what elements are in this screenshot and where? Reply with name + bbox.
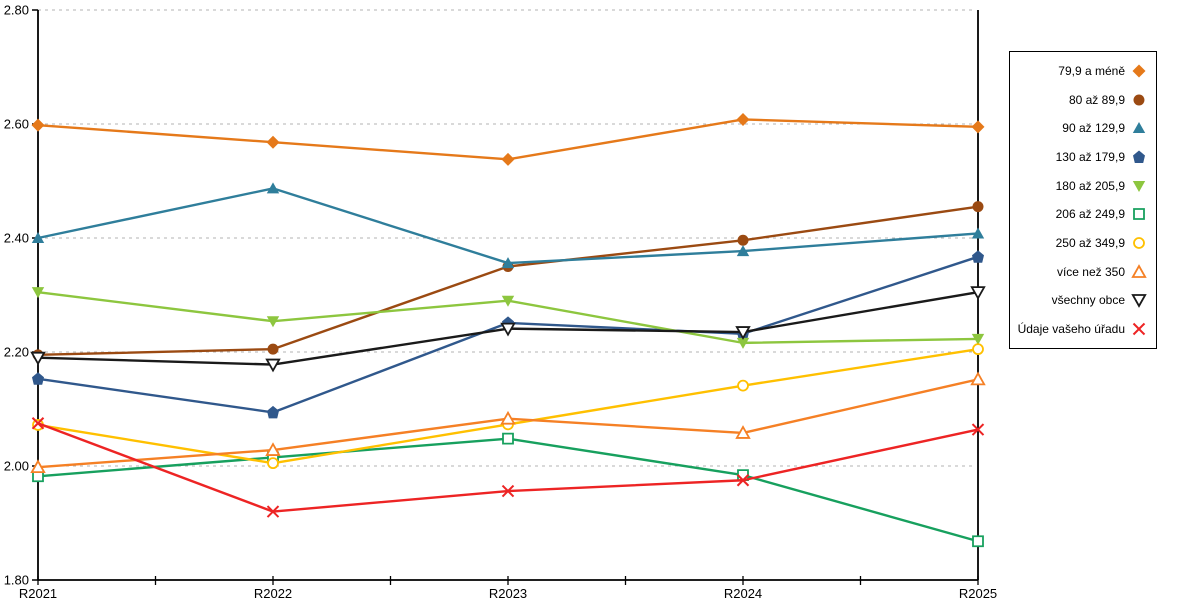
triangle-up-marker-icon bbox=[1132, 122, 1146, 134]
y-tick-label: 2.40 bbox=[4, 231, 29, 246]
data-point-marker bbox=[736, 337, 750, 349]
circle-marker-icon bbox=[1133, 94, 1145, 106]
triangle-down-marker-icon bbox=[1132, 180, 1146, 192]
legend-label: 90 až 129,9 bbox=[1062, 121, 1125, 136]
data-point-marker bbox=[267, 457, 279, 470]
data-point-marker bbox=[736, 245, 750, 257]
x-marker-icon bbox=[1132, 322, 1146, 336]
data-point-marker bbox=[500, 322, 516, 337]
data-point-marker bbox=[266, 182, 280, 194]
glyph bbox=[1133, 208, 1145, 221]
legend-item: Údaje vašeho úřadu bbox=[1016, 321, 1147, 337]
square-marker-icon bbox=[1133, 208, 1145, 221]
diamond-marker-icon bbox=[1132, 64, 1146, 78]
data-point-marker bbox=[972, 201, 984, 213]
legend-item: 80 až 89,9 bbox=[1016, 92, 1147, 108]
data-point-marker bbox=[972, 343, 984, 356]
data-point-marker bbox=[30, 351, 46, 366]
data-point-marker bbox=[737, 234, 749, 246]
data-point-marker bbox=[972, 250, 984, 263]
data-point-marker bbox=[267, 405, 279, 419]
data-point-marker bbox=[736, 474, 750, 487]
legend-label: 250 až 349,9 bbox=[1055, 235, 1125, 250]
legend-label: více než 350 bbox=[1056, 264, 1125, 279]
data-point-marker bbox=[971, 120, 985, 134]
triangle-down-marker-icon bbox=[1131, 294, 1147, 309]
legend-label: 130 až 179,9 bbox=[1055, 149, 1125, 164]
legend-item: 130 až 179,9 bbox=[1016, 149, 1147, 165]
data-point-marker bbox=[735, 326, 751, 340]
data-point-marker bbox=[502, 432, 514, 445]
data-point-marker bbox=[265, 358, 281, 373]
data-point-marker bbox=[31, 417, 45, 430]
glyph bbox=[1131, 294, 1147, 309]
circle-marker-icon bbox=[1133, 237, 1145, 249]
data-point-marker bbox=[501, 257, 515, 269]
data-point-marker bbox=[971, 423, 985, 436]
y-tick-label: 2.20 bbox=[4, 345, 29, 360]
y-tick-label: 2.80 bbox=[4, 3, 29, 18]
glyph bbox=[1132, 64, 1146, 78]
x-tick-label: R2022 bbox=[254, 586, 292, 600]
legend-label: všechny obce bbox=[1051, 293, 1125, 308]
legend-item: 250 až 349,9 bbox=[1016, 235, 1147, 251]
series-line bbox=[36, 347, 980, 465]
legend-item: více než 350 bbox=[1016, 263, 1147, 280]
data-point-marker bbox=[31, 232, 45, 243]
glyph bbox=[1132, 180, 1146, 192]
data-point-marker bbox=[31, 287, 45, 299]
x-tick-label: R2021 bbox=[19, 586, 57, 600]
triangle-up-marker-icon bbox=[1131, 263, 1147, 278]
x-tick-label: R2024 bbox=[724, 586, 762, 600]
legend-label: 206 až 249,9 bbox=[1055, 207, 1125, 222]
glyph bbox=[1133, 237, 1145, 249]
data-point-marker bbox=[971, 227, 985, 239]
data-point-marker bbox=[970, 371, 986, 386]
glyph bbox=[1131, 263, 1147, 278]
x-tick-label: R2023 bbox=[489, 586, 527, 600]
glyph bbox=[1132, 122, 1146, 134]
data-point-marker bbox=[266, 135, 280, 149]
legend: 79,9 a méně 80 až 89,9 90 až 129,9 130 až 1… bbox=[1009, 51, 1157, 349]
legend-item: všechny obce bbox=[1016, 292, 1147, 309]
legend-item: 79,9 a méně bbox=[1016, 63, 1147, 79]
data-point-marker bbox=[736, 112, 750, 126]
glyph bbox=[1133, 150, 1145, 163]
data-point-marker bbox=[266, 505, 280, 518]
data-point-marker bbox=[265, 442, 281, 456]
data-point-marker bbox=[971, 333, 985, 345]
y-tick-label: 1.80 bbox=[4, 573, 29, 588]
legend-label: Údaje vašeho úřadu bbox=[1017, 321, 1125, 336]
data-point-marker bbox=[735, 425, 751, 439]
data-point-marker bbox=[972, 535, 984, 548]
data-point-marker bbox=[266, 316, 280, 328]
legend-item: 206 až 249,9 bbox=[1016, 206, 1147, 222]
data-point-marker bbox=[737, 379, 749, 392]
y-tick-label: 2.60 bbox=[4, 117, 29, 132]
x-tick-label: R2025 bbox=[959, 586, 997, 600]
data-point-marker bbox=[30, 459, 46, 474]
legend-label: 79,9 a méně bbox=[1058, 64, 1125, 78]
data-point-marker bbox=[501, 152, 515, 166]
legend-item: 180 až 205,9 bbox=[1016, 178, 1147, 194]
legend-label: 180 až 205,9 bbox=[1055, 178, 1125, 193]
data-point-marker bbox=[31, 118, 45, 132]
glyph bbox=[1132, 322, 1146, 336]
data-point-marker bbox=[500, 410, 516, 425]
glyph bbox=[1133, 94, 1145, 106]
data-point-marker bbox=[501, 484, 515, 498]
data-point-marker bbox=[267, 343, 279, 355]
legend-label: 80 až 89,9 bbox=[1068, 92, 1125, 107]
data-point-marker bbox=[32, 372, 44, 385]
data-point-marker bbox=[970, 286, 986, 300]
data-point-marker bbox=[501, 295, 515, 307]
y-tick-label: 2.00 bbox=[4, 459, 29, 474]
pentagon-marker-icon bbox=[1133, 150, 1145, 163]
legend-item: 90 až 129,9 bbox=[1016, 120, 1147, 136]
